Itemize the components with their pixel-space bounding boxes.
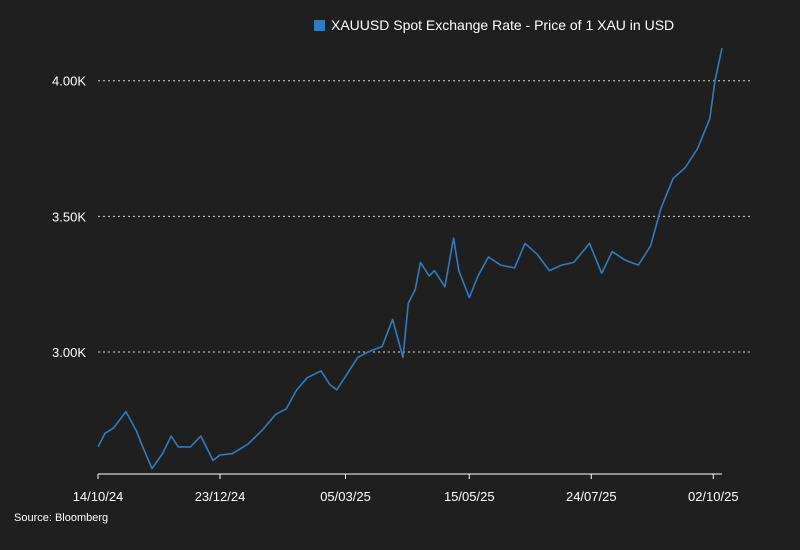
source-note: Source: Bloomberg: [14, 512, 109, 524]
legend-label: XAUUSD Spot Exchange Rate - Price of 1 X…: [331, 17, 675, 33]
x-tick-label: 02/10/25: [688, 489, 739, 504]
x-axis: 14/10/24 23/12/24 05/03/25 15/05/25 24/07/25…: [73, 473, 739, 504]
series-group: [97, 47, 723, 470]
y-tick-label: 3.00K: [52, 345, 86, 360]
y-tick-label: 3.50K: [52, 209, 86, 224]
x-tick-label: 14/10/24: [73, 489, 124, 504]
y-axis: 3.00K 3.50K 4.00K: [52, 74, 86, 360]
legend-swatch: [314, 19, 325, 31]
series-line-xauusd: [97, 47, 723, 470]
x-tick-label: 15/05/25: [444, 489, 495, 504]
x-tick-label: 24/07/25: [566, 489, 617, 504]
y-tick-label: 4.00K: [52, 74, 86, 89]
x-tick-label: 23/12/24: [195, 489, 246, 504]
x-tick-label: 05/03/25: [320, 489, 371, 504]
gridlines: [98, 80, 752, 353]
legend: XAUUSD Spot Exchange Rate - Price of 1 X…: [314, 17, 674, 33]
